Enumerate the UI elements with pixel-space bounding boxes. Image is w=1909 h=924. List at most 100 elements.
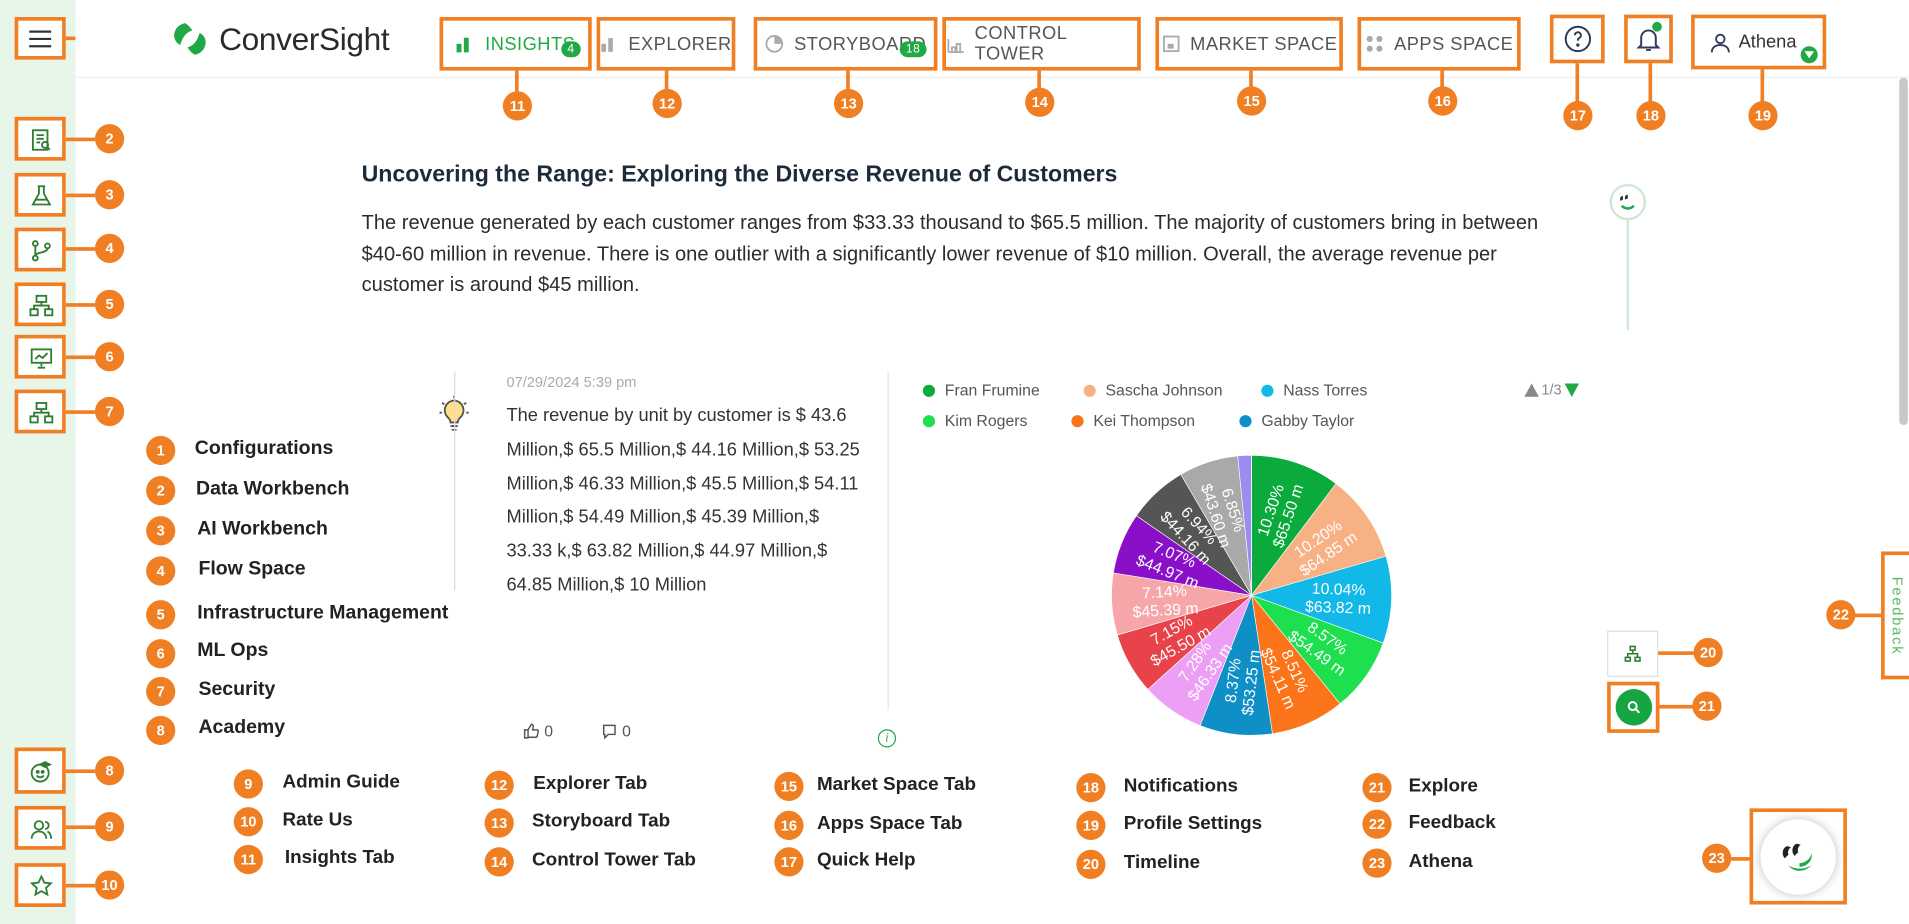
tab-insights[interactable]: INSIGHTS 4	[439, 17, 592, 71]
sidebar-item-security[interactable]	[14, 389, 66, 434]
legend-marker: 10	[233, 807, 263, 837]
sidebar-item-academy[interactable]	[14, 747, 66, 794]
tab-apps-space[interactable]: APPS SPACE	[1357, 17, 1521, 71]
notification-dot	[1652, 21, 1662, 32]
timeline-marker-icon[interactable]	[1609, 183, 1647, 221]
legend-marker: 23	[1362, 848, 1392, 878]
pie-label-value: $63.82 m	[1305, 599, 1371, 618]
legend-configurations: Configurations	[194, 438, 334, 459]
brand-logo[interactable]: ConverSight	[168, 17, 390, 61]
username: Athena	[1738, 31, 1797, 53]
pie-slice[interactable]	[1250, 555, 1392, 644]
quick-help-button[interactable]	[1549, 14, 1605, 64]
legend-pager[interactable]: 1/3	[1524, 381, 1579, 398]
pie-slice[interactable]	[1250, 483, 1387, 596]
callout-marker: 2	[94, 124, 125, 154]
profile-menu[interactable]: Athena	[1691, 14, 1827, 70]
pie-data-label: 7.07%$44.97 m	[1134, 539, 1202, 592]
callout-marker: 11	[502, 91, 533, 121]
callout-marker: 13	[833, 88, 864, 119]
pie-legend-item[interactable]: Gabby Taylor	[1239, 411, 1354, 430]
comment-icon	[602, 724, 616, 739]
feedback-tab[interactable]: Feedback	[1881, 551, 1909, 680]
tab-market-space[interactable]: MARKET SPACE	[1155, 17, 1343, 71]
tab-explorer[interactable]: EXPLORER	[596, 17, 736, 71]
legend-dot	[922, 384, 936, 397]
pie-legend-item[interactable]: Fran Frumine	[922, 381, 1040, 399]
legend-explore: Explore	[1408, 775, 1478, 797]
brand-name: ConverSight	[219, 20, 390, 57]
triangle-down-icon[interactable]	[1564, 382, 1579, 397]
menu-button[interactable]	[14, 17, 66, 60]
pie-legend-item[interactable]: Kim Rogers	[922, 411, 1027, 430]
legend-marker: 17	[774, 847, 804, 877]
tab-storyboard[interactable]: STORYBOARD 18	[753, 17, 938, 71]
page-scrollbar[interactable]	[1899, 77, 1908, 425]
legend-timeline: Timeline	[1123, 852, 1200, 873]
legend-marker: 5	[146, 600, 176, 630]
callout-marker: 6	[94, 342, 125, 372]
info-icon[interactable]: i	[877, 729, 897, 748]
pie-legend-item[interactable]: Sascha Johnson	[1083, 381, 1223, 399]
legend-storyboard-tab: Storyboard Tab	[532, 810, 671, 832]
legend-profile-settings: Profile Settings	[1123, 813, 1263, 834]
legend-marker: 1	[146, 435, 176, 466]
tab-insights-label: INSIGHTS	[485, 33, 576, 55]
timeline-button[interactable]	[1607, 630, 1659, 677]
sidebar-item-ai-workbench[interactable]	[14, 172, 66, 217]
legend-marker: 7	[146, 676, 176, 707]
callout-marker: 5	[94, 289, 125, 319]
insight-detail: The revenue by unit by customer is $ 43.…	[506, 405, 860, 596]
pie-legend-label: Kei Thompson	[1093, 411, 1196, 430]
tab-market-space-label: MARKET SPACE	[1190, 33, 1338, 55]
sidebar-item-admin-guide[interactable]	[14, 805, 66, 850]
legend-marker: 8	[146, 715, 176, 746]
pie-legend-item[interactable]: Kei Thompson	[1071, 411, 1196, 430]
revenue-pie-chart[interactable]: 10.30%$65.50 m10.20%$64.85 m10.04%$63.82…	[1110, 454, 1392, 736]
pie-slice[interactable]	[1251, 455, 1337, 597]
academy-icon	[30, 761, 52, 783]
sidebar-item-ml-ops[interactable]	[14, 334, 66, 379]
callout-marker: 16	[1428, 86, 1458, 116]
help-icon	[1564, 25, 1591, 53]
feedback-label: Feedback	[1888, 576, 1906, 655]
callout-marker: 23	[1702, 843, 1732, 873]
pie-legend-item[interactable]: Nass Torres	[1261, 381, 1367, 399]
legend-marker: 4	[146, 556, 176, 586]
callout-marker: 19	[1748, 101, 1778, 131]
legend-marker: 20	[1076, 849, 1106, 879]
pie-legend-label: Nass Torres	[1283, 381, 1368, 400]
presentation-chart-icon	[30, 348, 53, 369]
legend-academy: Academy	[198, 717, 286, 738]
sidebar-item-infrastructure[interactable]	[14, 282, 66, 327]
legend-notifications: Notifications	[1123, 775, 1239, 797]
bell-icon	[1636, 29, 1661, 51]
like-button[interactable]: 0	[523, 722, 553, 740]
star-icon	[29, 874, 53, 897]
explore-button[interactable]	[1607, 681, 1660, 733]
callout-marker: 14	[1025, 87, 1055, 117]
athena-assistant-button[interactable]	[1749, 808, 1847, 905]
bar-chart-icon	[457, 37, 470, 53]
legend-marker: 13	[484, 808, 514, 838]
legend-security: Security	[198, 679, 276, 701]
pie-label-percent: 8.37%	[1223, 657, 1245, 703]
tab-apps-space-label: APPS SPACE	[1394, 33, 1514, 55]
pie-label-value: $45.39 m	[1132, 600, 1199, 621]
tab-control-tower[interactable]: CONTROL TOWER	[942, 17, 1141, 71]
chevron-down-icon[interactable]	[1800, 46, 1818, 64]
legend-control-tower-tab: Control Tower Tab	[532, 849, 696, 871]
insight-summary: The revenue generated by each customer r…	[361, 211, 1539, 296]
notifications-button[interactable]	[1624, 14, 1673, 64]
conversight-logo-icon	[174, 23, 206, 55]
callout-marker: 21	[1692, 691, 1722, 721]
triangle-up-icon[interactable]	[1524, 382, 1539, 397]
data-workbench-icon	[31, 129, 51, 151]
legend-insights-tab: Insights Tab	[284, 847, 395, 869]
sidebar-item-rate-us[interactable]	[14, 863, 66, 907]
legend-quick-help: Quick Help	[816, 849, 916, 871]
comment-button[interactable]: 0	[601, 722, 631, 740]
sidebar-item-flow-space[interactable]	[14, 227, 66, 272]
legend-athena: Athena	[1408, 850, 1473, 872]
sidebar-item-data-workbench[interactable]	[14, 116, 66, 161]
